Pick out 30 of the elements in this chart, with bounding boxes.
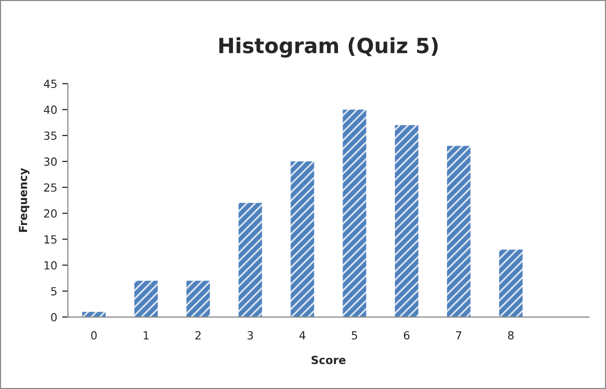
y-tick-label: 0 <box>51 313 57 322</box>
y-tick-label: 20 <box>44 209 57 218</box>
x-tick-label: 4 <box>299 331 306 340</box>
bar <box>134 280 158 318</box>
y-tick-label: 45 <box>44 80 56 88</box>
bar <box>394 125 418 318</box>
x-axis-title: Score <box>312 356 346 364</box>
bar <box>447 146 470 318</box>
y-tick-label: 25 <box>44 183 56 192</box>
x-tick-label: 7 <box>456 331 462 340</box>
y-tick-label: 10 <box>44 261 57 270</box>
bar <box>290 161 314 318</box>
x-tick-label: 2 <box>195 331 201 340</box>
bar <box>238 202 262 318</box>
y-tick-label: 5 <box>51 287 56 296</box>
x-tick-label: 3 <box>248 331 253 340</box>
y-tick-label: 15 <box>44 235 56 244</box>
x-tick-label: 6 <box>404 331 410 340</box>
x-tick-label: 0 <box>91 331 97 340</box>
y-tick-label: 40 <box>44 106 57 114</box>
chart-title: Histogram (Quiz 5) <box>219 37 438 58</box>
x-tick-label: 1 <box>144 331 149 340</box>
y-axis-title: Frequency <box>18 168 30 232</box>
x-tick-label: 8 <box>508 331 514 340</box>
y-tick-label: 30 <box>44 157 57 166</box>
bar <box>186 280 210 318</box>
x-tick-label: 5 <box>352 331 358 340</box>
bar <box>499 250 523 318</box>
bar <box>342 110 366 318</box>
y-tick-label: 35 <box>44 131 56 140</box>
